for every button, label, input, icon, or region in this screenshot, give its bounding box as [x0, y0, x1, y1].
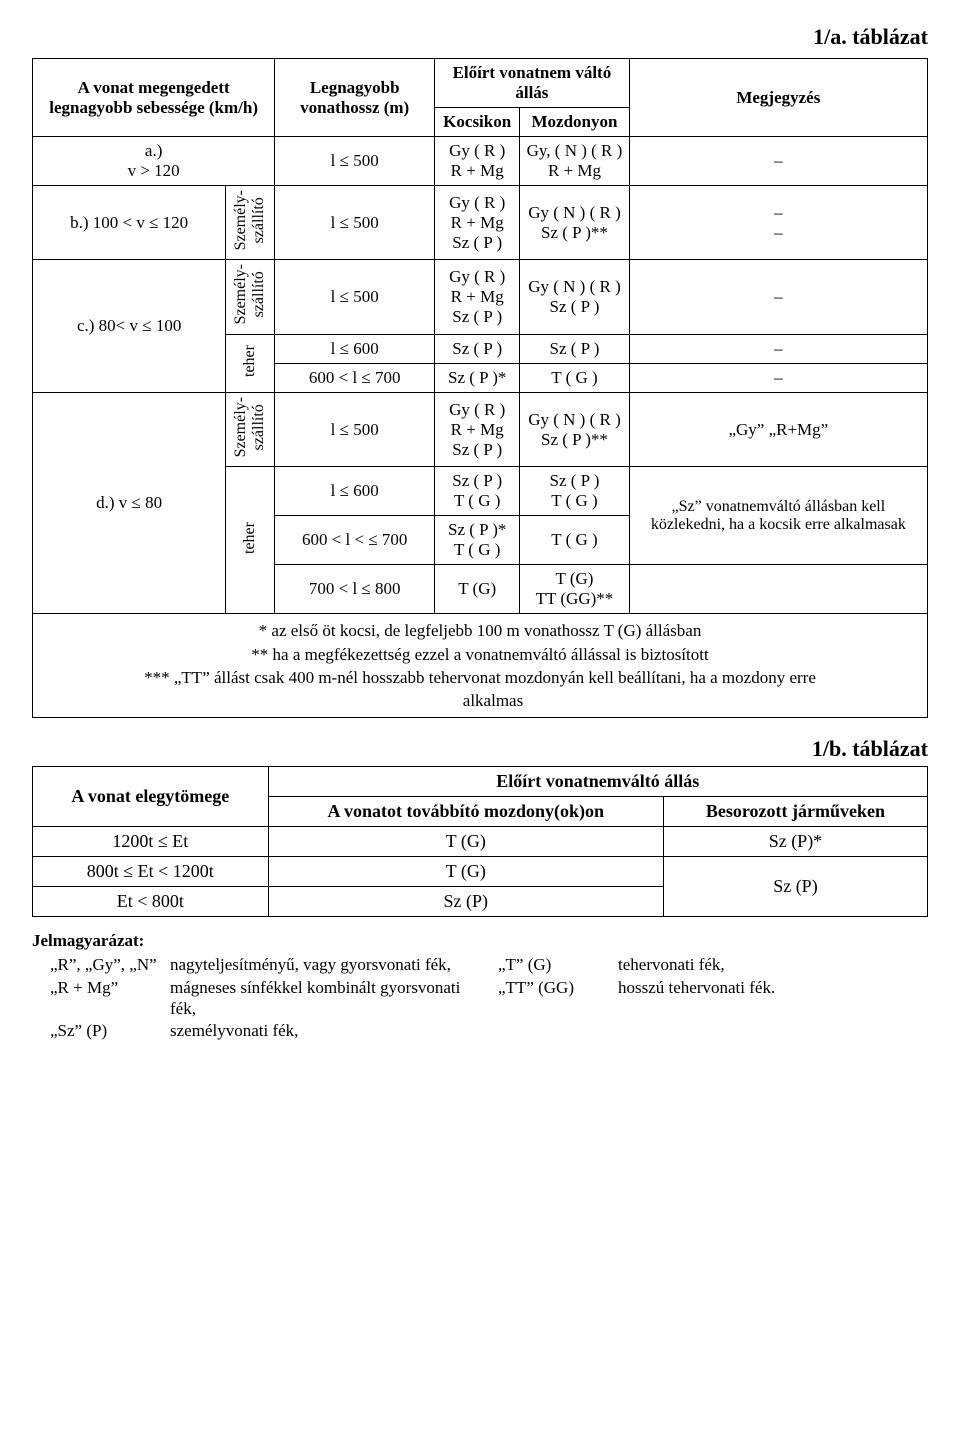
t1a-c2-len: l ≤ 600 — [275, 334, 435, 363]
t1b-r1-mass: 800t ≤ Et < 1200t — [33, 857, 269, 887]
t1a-d1-moz: Gy ( N ) ( R ) Sz ( P )** — [520, 392, 629, 466]
t1a-a-note: – — [629, 137, 927, 186]
t1a-d2-moz: Sz ( P ) T ( G ) — [520, 467, 629, 516]
t1b-r0-mass: 1200t ≤ Et — [33, 827, 269, 857]
t1b-r2-mass: Et < 800t — [33, 887, 269, 917]
t1a-a-label: a.) v > 120 — [33, 137, 275, 186]
t1b-head-mass: A vonat elegytömege — [33, 767, 269, 827]
t1a-head-speed: A vonat megengedett legnagyobb sebessége… — [33, 59, 275, 137]
t1a-head-len: Legnagyobb vonathossz (m) — [275, 59, 435, 137]
t1a-b-moz: Gy ( N ) ( R ) Sz ( P )** — [520, 186, 629, 260]
t1b-head-cars: Besorozott járműveken — [663, 797, 927, 827]
t1b-r2-loco: Sz (P) — [268, 887, 663, 917]
t1a-head-speed-text: A vonat megengedett legnagyobb sebessége… — [49, 78, 258, 117]
t1b-head-loco: A vonatot továbbító mozdony(ok)on — [268, 797, 663, 827]
t1a-b-koc: Gy ( R ) R + Mg Sz ( P ) — [435, 186, 520, 260]
t1a-c3-note: – — [629, 363, 927, 392]
t1a-c2-moz: Sz ( P ) — [520, 334, 629, 363]
t1a-c-cat2: teher — [241, 345, 259, 377]
legend-l1-k: „R + Mg” — [32, 977, 170, 1020]
t1a-d-label: d.) v ≤ 80 — [33, 392, 226, 613]
t1a-c3-moz: T ( G ) — [520, 363, 629, 392]
t1a-c-label: c.) 80< v ≤ 100 — [33, 260, 226, 392]
t1a-b-cat: Személy- szállító — [232, 190, 268, 250]
legend-l1-v: mágneses sínfékkel kombinált gyorsvonati… — [170, 977, 480, 1020]
t1a-b-label: b.) 100 < v ≤ 120 — [33, 186, 226, 260]
t1a-d1-len: l ≤ 500 — [275, 392, 435, 466]
t1a-d-cat2: teher — [241, 522, 259, 554]
t1a-d1-note: „Gy” „R+Mg” — [629, 392, 927, 466]
legend-col-left: „R”, „Gy”, „N”nagyteljesítményű, vagy gy… — [32, 953, 480, 1042]
t1a-c1-koc: Gy ( R ) R + Mg Sz ( P ) — [435, 260, 520, 334]
t1b-head-switch: Előírt vonatnemváltó állás — [268, 767, 927, 797]
t1a-b-len: l ≤ 500 — [275, 186, 435, 260]
legend-r0-v: tehervonati fék, — [618, 954, 928, 975]
t1a-d4-moz: T (G) TT (GG)** — [520, 565, 629, 614]
t1b-r0-cars: Sz (P)* — [663, 827, 927, 857]
t1a-b-note: – – — [629, 186, 927, 260]
t1a-fn3: *** „TT” állást csak 400 m-nél hosszabb … — [39, 667, 921, 688]
t1b-r1-loco: T (G) — [268, 857, 663, 887]
t1a-head-switch: Előírt vonatnem váltó állás — [435, 59, 630, 108]
t1a-d4-len: 700 < l ≤ 800 — [275, 565, 435, 614]
t1a-a-len: l ≤ 500 — [275, 137, 435, 186]
t1a-d2-koc: Sz ( P ) T ( G ) — [435, 467, 520, 516]
t1a-c1-moz: Gy ( N ) ( R ) Sz ( P ) — [520, 260, 629, 334]
t1a-d-cat1: Személy- szállító — [232, 397, 268, 457]
t1a-d2-len: l ≤ 600 — [275, 467, 435, 516]
t1a-head-mozdonyon: Mozdonyon — [520, 108, 629, 137]
t1a-footnotes: * az első öt kocsi, de legfeljebb 100 m … — [33, 614, 928, 718]
t1a-fn3b: alkalmas — [39, 690, 921, 711]
t1a-d4-koc: T (G) — [435, 565, 520, 614]
table-1a-title: 1/a. táblázat — [32, 24, 928, 50]
table-1a: A vonat megengedett legnagyobb sebessége… — [32, 58, 928, 718]
t1a-fn2: ** ha a megfékezettség ezzel a vonatnemv… — [39, 644, 921, 665]
t1a-c2-note: – — [629, 334, 927, 363]
t1a-fn1: * az első öt kocsi, de legfeljebb 100 m … — [39, 620, 921, 641]
t1a-d1-koc: Gy ( R ) R + Mg Sz ( P ) — [435, 392, 520, 466]
t1a-d3-moz: T ( G ) — [520, 516, 629, 565]
legend-col-right: „T” (G)tehervonati fék, „TT” (GG)hosszú … — [480, 953, 928, 1042]
legend-r1-v: hosszú tehervonati fék. — [618, 977, 928, 998]
t1a-d3-koc: Sz ( P )* T ( G ) — [435, 516, 520, 565]
t1a-c3-koc: Sz ( P )* — [435, 363, 520, 392]
legend-r0-k: „T” (G) — [480, 954, 618, 975]
legend-l2-k: „Sz” (P) — [32, 1020, 170, 1041]
legend-l0-v: nagyteljesítményű, vagy gyorsvonati fék, — [170, 954, 480, 975]
t1a-d-note-big: „Sz” vonatnemváltó állásban kell közleke… — [629, 467, 927, 565]
table-1b: A vonat elegytömege Előírt vonatnemváltó… — [32, 766, 928, 917]
t1a-d3-len: 600 < l < ≤ 700 — [275, 516, 435, 565]
t1a-c3-len: 600 < l ≤ 700 — [275, 363, 435, 392]
t1a-head-note: Megjegyzés — [629, 59, 927, 137]
legend-title: Jelmagyarázat: — [32, 931, 928, 951]
legend-r1-k: „TT” (GG) — [480, 977, 618, 998]
t1a-c-cat1: Személy- szállító — [232, 264, 268, 324]
t1a-c1-note: – — [629, 260, 927, 334]
legend-l0-k: „R”, „Gy”, „N” — [32, 954, 170, 975]
t1b-r0-loco: T (G) — [268, 827, 663, 857]
t1a-d4-note — [629, 565, 927, 614]
t1a-a-moz: Gy, ( N ) ( R ) R + Mg — [520, 137, 629, 186]
legend-l2-v: személyvonati fék, — [170, 1020, 480, 1041]
table-1b-title: 1/b. táblázat — [32, 736, 928, 762]
t1a-head-kocsikon: Kocsikon — [435, 108, 520, 137]
t1a-c1-len: l ≤ 500 — [275, 260, 435, 334]
legend-block: Jelmagyarázat: „R”, „Gy”, „N”nagyteljesí… — [32, 931, 928, 1042]
t1b-r1-cars: Sz (P) — [663, 857, 927, 917]
t1a-c2-koc: Sz ( P ) — [435, 334, 520, 363]
t1a-a-koc: Gy ( R ) R + Mg — [435, 137, 520, 186]
